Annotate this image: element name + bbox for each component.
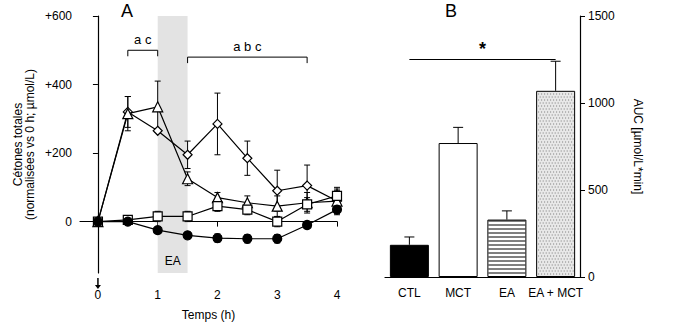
svg-text:EA: EA — [499, 286, 515, 300]
svg-text:+400: +400 — [45, 78, 72, 92]
svg-text:Cétones totales: Cétones totales — [11, 102, 25, 187]
svg-text:*: * — [479, 39, 486, 59]
svg-text:B: B — [445, 1, 457, 21]
svg-text:a c: a c — [134, 32, 152, 47]
svg-text:3: 3 — [274, 288, 281, 302]
svg-text:1: 1 — [154, 288, 161, 302]
svg-text:A: A — [121, 1, 133, 21]
svg-text:0: 0 — [95, 288, 102, 302]
svg-text:+200: +200 — [45, 146, 72, 160]
svg-text:CTL: CTL — [398, 286, 421, 300]
svg-text:MCT: MCT — [445, 286, 472, 300]
svg-text:+600: +600 — [45, 9, 72, 23]
svg-text:(normalisées vs 0 h; µmol/L): (normalisées vs 0 h; µmol/L) — [23, 69, 37, 220]
svg-text:AUC [µmol/L*min]: AUC [µmol/L*min] — [631, 99, 645, 195]
svg-text:1000: 1000 — [588, 96, 615, 110]
svg-text:EA: EA — [165, 254, 181, 268]
svg-text:0: 0 — [588, 270, 595, 284]
svg-text:EA + MCT: EA + MCT — [528, 286, 584, 300]
svg-text:a b c: a b c — [233, 39, 262, 54]
svg-text:0: 0 — [65, 215, 72, 229]
svg-text:500: 500 — [588, 183, 608, 197]
svg-text:Temps (h): Temps (h) — [182, 308, 235, 322]
svg-text:4: 4 — [334, 288, 341, 302]
svg-text:1500: 1500 — [588, 9, 615, 23]
svg-text:2: 2 — [214, 288, 221, 302]
